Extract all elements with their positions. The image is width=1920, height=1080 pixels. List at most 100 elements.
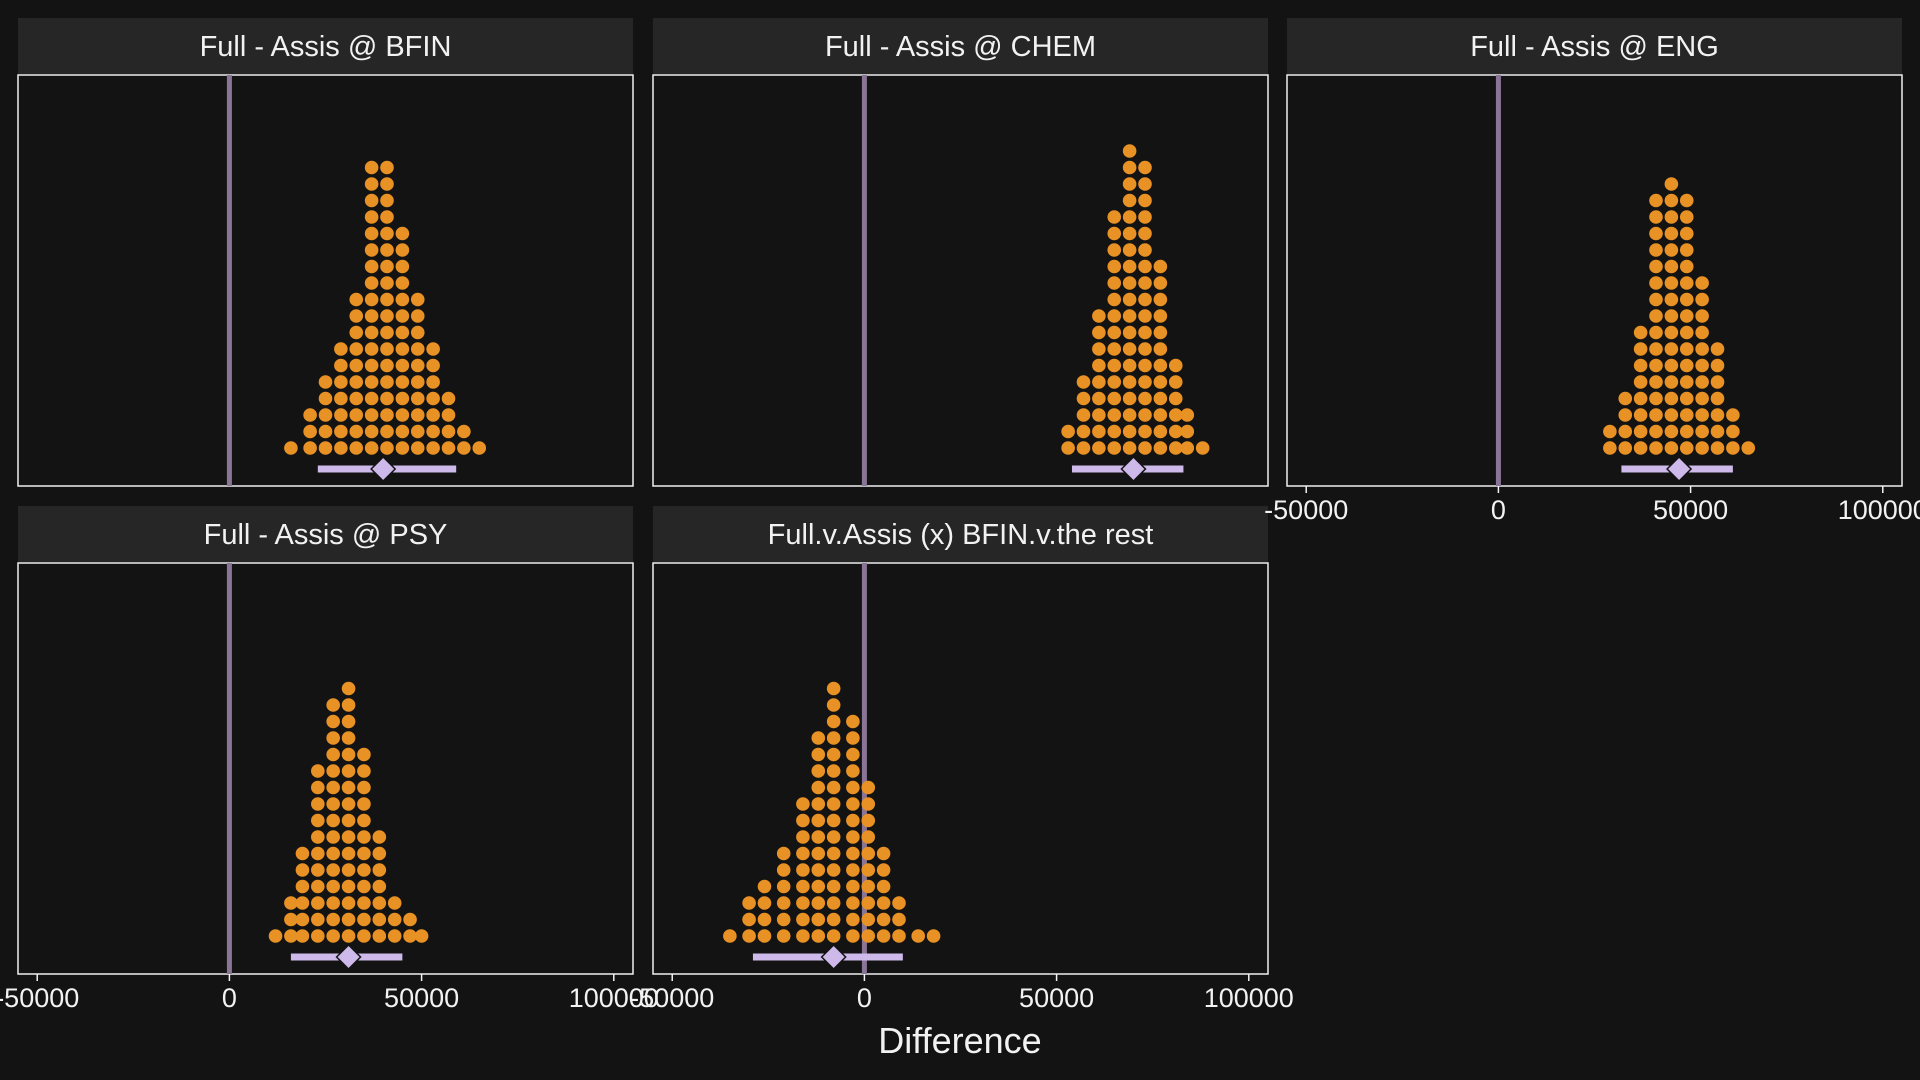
data-dot (1664, 226, 1679, 241)
data-dot (472, 441, 487, 455)
data-dot (811, 830, 826, 844)
data-dot (846, 747, 860, 762)
data-dot (395, 441, 410, 455)
data-dot (1168, 424, 1183, 439)
data-dot (395, 325, 410, 340)
data-dot (341, 747, 356, 762)
data-dot (395, 342, 410, 356)
data-dot (357, 929, 371, 943)
data-dot (1695, 325, 1709, 340)
data-dot (1710, 441, 1725, 455)
x-tick-label: 50000 (384, 983, 459, 1013)
data-dot (826, 747, 841, 762)
data-dot (364, 424, 379, 439)
data-dot (1649, 408, 1663, 422)
x-axis-2: -50000 0 50000 100000 (1264, 486, 1920, 525)
data-dot (295, 912, 310, 927)
data-dot (1122, 259, 1137, 274)
data-dot (1138, 358, 1152, 373)
data-dot (796, 896, 810, 910)
data-dot (1107, 358, 1122, 373)
data-dot (1633, 342, 1648, 356)
data-dot (776, 912, 791, 927)
data-dot (1138, 441, 1152, 455)
data-dot (1092, 441, 1106, 455)
mean-marker (335, 943, 362, 971)
data-dot (1092, 424, 1106, 439)
data-dot (1092, 375, 1106, 389)
data-dot (1092, 325, 1106, 340)
data-dot (341, 896, 356, 910)
data-dot (1092, 342, 1106, 356)
data-dot (1679, 243, 1694, 257)
data-dot (426, 424, 440, 439)
data-dot (1649, 391, 1663, 406)
data-dot (311, 879, 325, 894)
data-dot (757, 929, 772, 943)
panel-plot-area (652, 74, 1269, 487)
data-dot (1710, 358, 1725, 373)
data-dot (876, 896, 891, 910)
data-dot (796, 830, 810, 844)
data-dot (1138, 259, 1152, 274)
data-dot (1195, 441, 1210, 455)
data-dot (826, 797, 841, 811)
data-dot (811, 764, 826, 778)
data-dot (826, 780, 841, 795)
data-dot (1664, 193, 1679, 208)
data-dot (1726, 441, 1740, 455)
data-dot (380, 243, 394, 257)
data-dot (334, 391, 348, 406)
data-dot (349, 325, 364, 340)
data-dot (1726, 408, 1740, 422)
data-dot (1664, 292, 1679, 307)
data-dot (757, 896, 772, 910)
data-dot (387, 929, 402, 943)
data-dot (311, 912, 325, 927)
x-tick-label: 100000 (1838, 495, 1920, 525)
data-dot (341, 714, 356, 729)
data-dot (341, 863, 356, 877)
data-dot (311, 764, 325, 778)
data-dot (349, 441, 364, 455)
data-dot (311, 929, 325, 943)
data-dot (380, 358, 394, 373)
data-dot (1679, 391, 1694, 406)
data-dot (846, 731, 860, 745)
data-dot (341, 698, 356, 712)
data-dot (1695, 424, 1709, 439)
data-dot (1092, 391, 1106, 406)
data-dot (334, 342, 348, 356)
data-dot (1679, 276, 1694, 290)
data-dot (380, 342, 394, 356)
data-dot (364, 292, 379, 307)
data-dot (1180, 408, 1195, 422)
data-dot (1695, 342, 1709, 356)
data-dot (341, 912, 356, 927)
data-dot (441, 441, 456, 455)
data-dot (380, 226, 394, 241)
data-dot (826, 863, 841, 877)
data-dot (846, 830, 860, 844)
data-dot (1107, 210, 1122, 224)
data-dot (796, 912, 810, 927)
data-dot (395, 358, 410, 373)
data-dot (1168, 391, 1183, 406)
x-tick-label: 100000 (1204, 983, 1294, 1013)
data-dot (1122, 424, 1137, 439)
data-dot (334, 375, 348, 389)
data-dot (295, 879, 310, 894)
data-dot (1664, 325, 1679, 340)
data-dot (1679, 309, 1694, 323)
data-dot (1664, 375, 1679, 389)
data-dot (892, 896, 906, 910)
data-dot (410, 309, 425, 323)
data-dot (742, 912, 756, 927)
data-dot (1679, 342, 1694, 356)
data-dot (1107, 342, 1122, 356)
data-dot (1664, 243, 1679, 257)
data-dot (846, 896, 860, 910)
data-dot (861, 896, 876, 910)
data-dot (349, 309, 364, 323)
